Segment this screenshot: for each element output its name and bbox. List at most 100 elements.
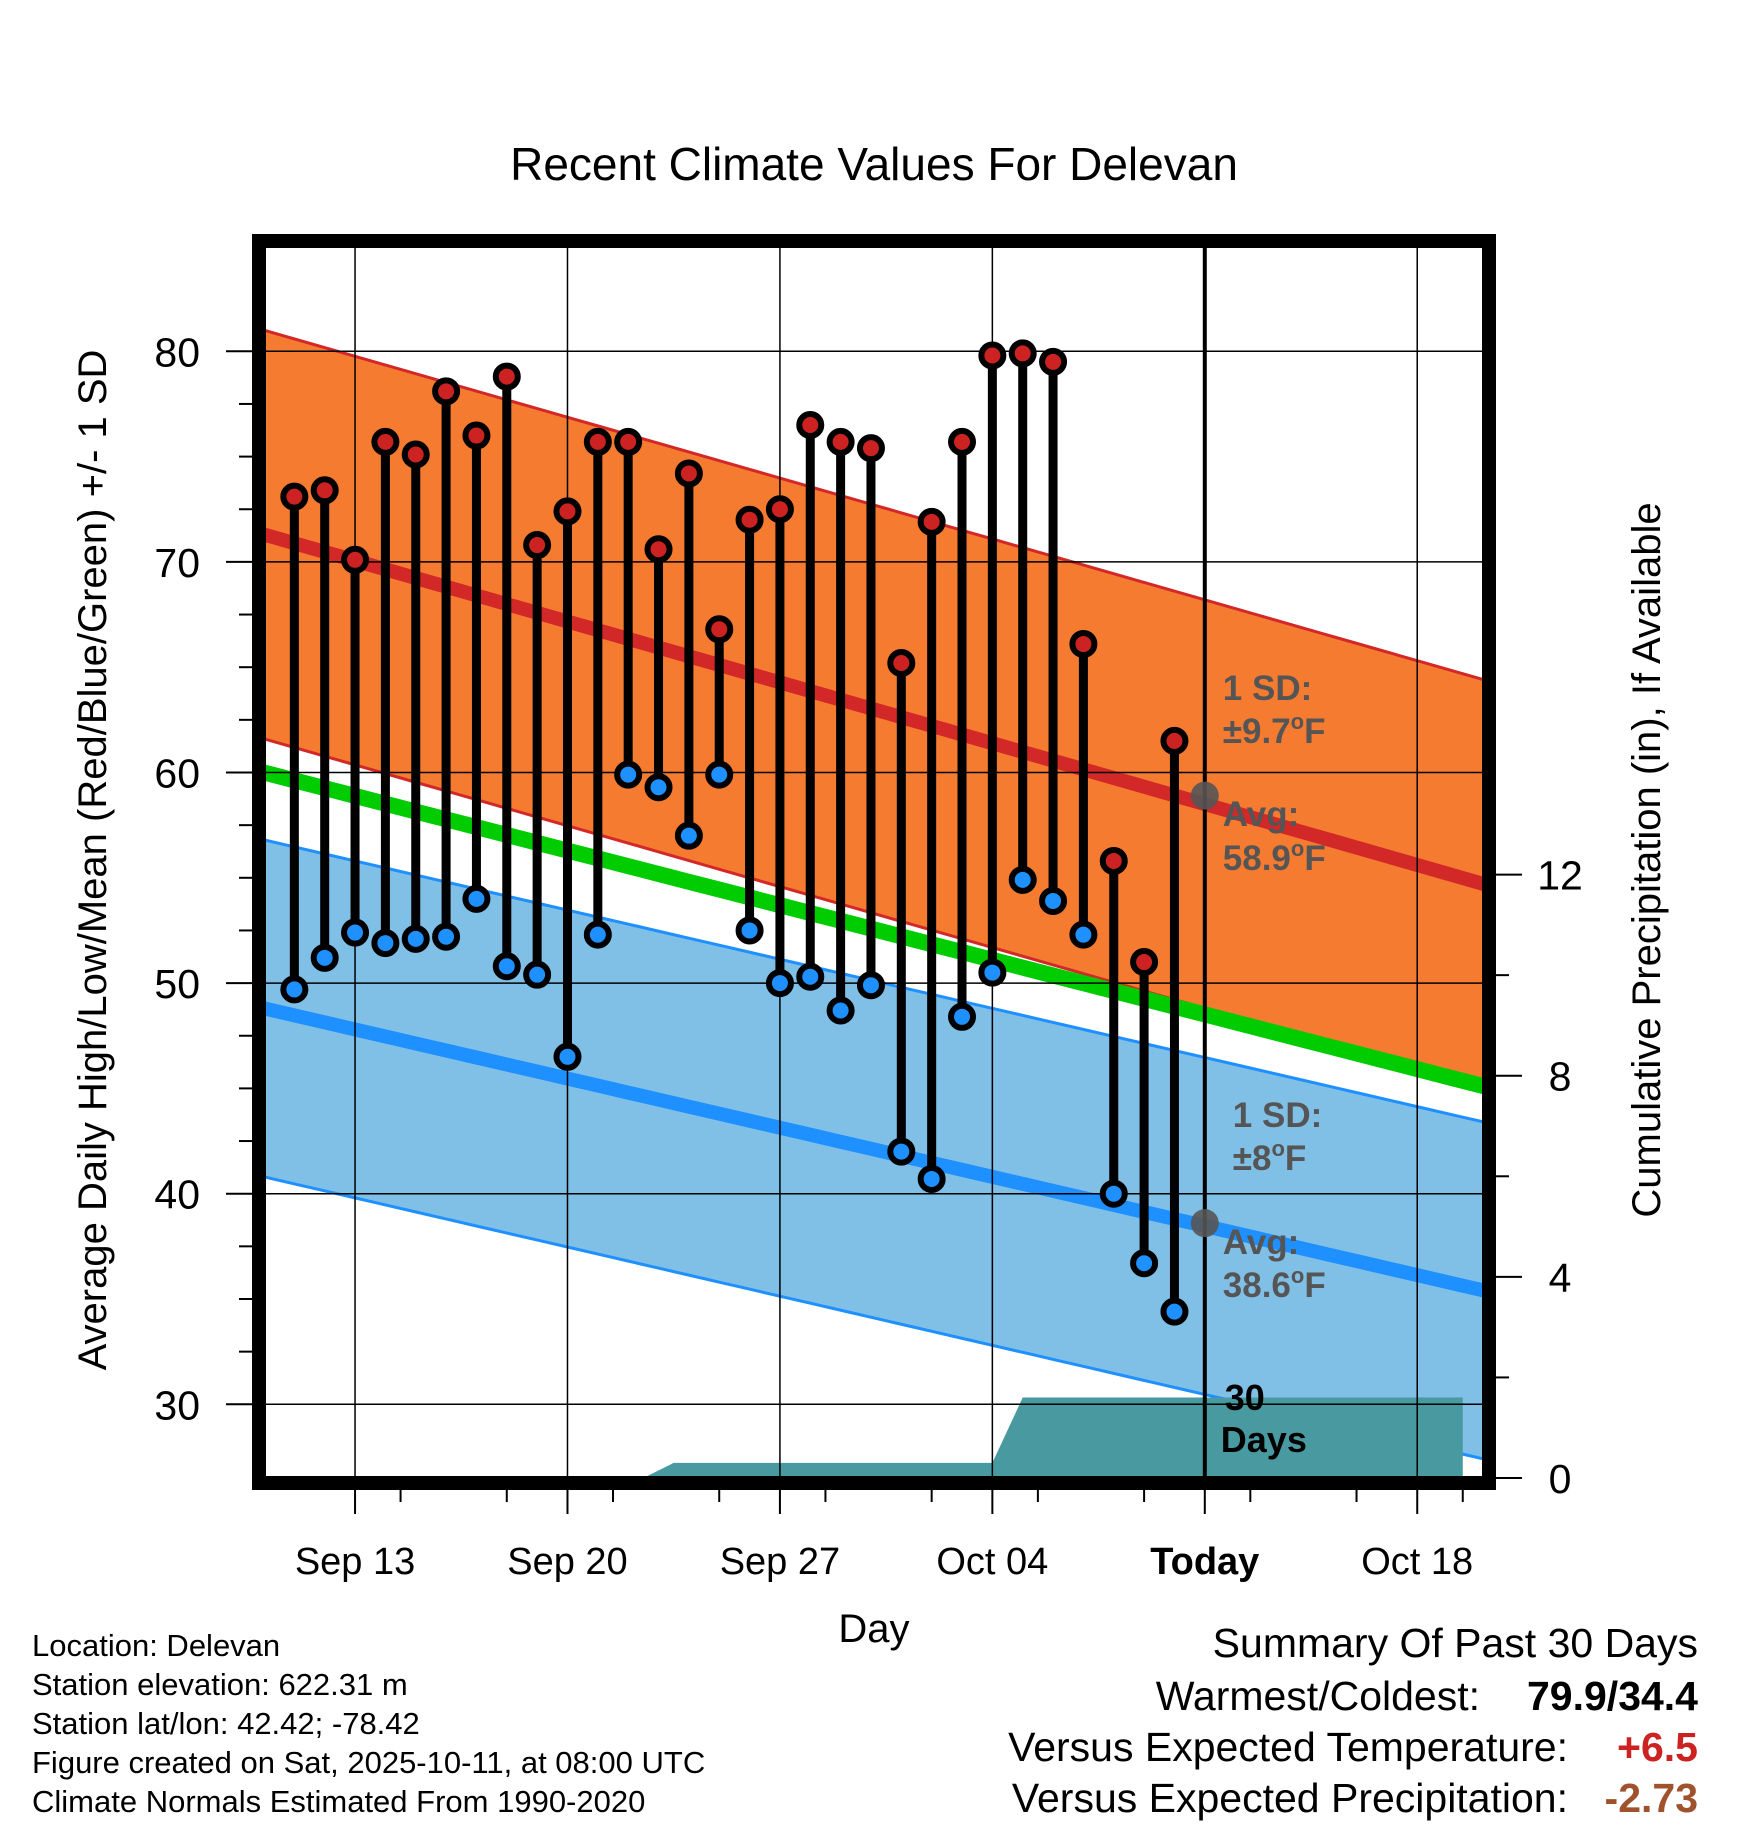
high-dot: [1069, 630, 1098, 659]
high-dot: [341, 545, 370, 574]
high-dot: [978, 341, 1007, 370]
footer-location: Location: Delevan: [32, 1628, 281, 1663]
high-dot: [492, 362, 521, 391]
low-dot: [1160, 1297, 1189, 1326]
chart-title: Recent Climate Values For Delevan: [510, 138, 1238, 190]
high-dot: [705, 615, 734, 644]
low-dot: [826, 996, 855, 1025]
low-dot: [735, 916, 764, 945]
summary-precip-value: -2.73: [1604, 1775, 1698, 1821]
high-dot: [674, 459, 703, 488]
low-dot: [1008, 865, 1037, 894]
y2-tick-label: 4: [1549, 1255, 1572, 1301]
high-dot: [1130, 948, 1159, 977]
high-sd-value: ±9.7oF: [1223, 709, 1326, 751]
summary-precip-label: Versus Expected Precipitation:: [1011, 1775, 1568, 1821]
y-tick-label: 50: [154, 961, 200, 1007]
y-tick-label: 70: [154, 540, 200, 586]
low-dot: [765, 969, 794, 998]
low-avg-label: Avg:: [1223, 1223, 1299, 1262]
high-dot: [765, 495, 794, 524]
low-dot: [644, 773, 673, 802]
y-tick-label: 80: [154, 329, 200, 375]
low-sd-value: ±8oF: [1233, 1136, 1307, 1178]
high-dot: [1008, 339, 1037, 368]
low-dot: [280, 975, 309, 1004]
summary-warm-cold-value: 79.9/34.4: [1527, 1673, 1698, 1719]
y2-tick-label: 0: [1549, 1456, 1572, 1502]
high-dot: [523, 531, 552, 560]
y2-axis-label: Cumulative Precipitation (in), If Availa…: [1625, 502, 1669, 1217]
high-dot: [887, 648, 916, 677]
high-dot: [1160, 726, 1189, 755]
low-dot: [401, 924, 430, 953]
low-dot: [796, 962, 825, 991]
high-dot: [401, 440, 430, 469]
high-dot: [856, 434, 885, 463]
x-tick-label: Oct 04: [936, 1541, 1048, 1583]
x-tick-label: Sep 13: [295, 1541, 415, 1583]
low-dot: [614, 760, 643, 789]
high-dot: [371, 427, 400, 456]
low-dot: [462, 884, 491, 913]
low-dot: [978, 958, 1007, 987]
high-dot: [583, 427, 612, 456]
high-dot: [796, 411, 825, 440]
low-dot: [1039, 886, 1068, 915]
low-dot: [705, 760, 734, 789]
summary-temp-label: Versus Expected Temperature:: [1008, 1724, 1568, 1770]
low-sd-label: 1 SD:: [1233, 1096, 1322, 1135]
low-dot: [523, 960, 552, 989]
plot-frame: [252, 234, 1496, 1490]
x-tick-label: Today: [1150, 1541, 1259, 1583]
x-axis-label: Day: [838, 1607, 909, 1651]
low-dot: [948, 1002, 977, 1031]
x-tick-label: Sep 20: [507, 1541, 627, 1583]
today-high-avg-marker: [1190, 781, 1219, 810]
y2-tick-label: 12: [1537, 853, 1583, 899]
window-label-number: 30: [1225, 1377, 1265, 1418]
high-sd-label: 1 SD:: [1223, 669, 1312, 708]
high-dot: [432, 377, 461, 406]
normal-low-line: [264, 1001, 1484, 1298]
low-dot: [553, 1042, 582, 1071]
high-dot: [614, 427, 643, 456]
high-dot: [735, 505, 764, 534]
low-dot: [371, 929, 400, 958]
high-dot: [917, 507, 946, 536]
low-dot: [887, 1137, 916, 1166]
summary-title: Summary Of Past 30 Days: [1212, 1620, 1698, 1666]
high-avg-value: 58.9oF: [1223, 836, 1326, 878]
high-dot: [1099, 846, 1128, 875]
footer-elevation: Station elevation: 622.31 m: [32, 1667, 408, 1702]
today-low-avg-marker: [1190, 1209, 1219, 1238]
high-avg-label: Avg:: [1223, 795, 1299, 834]
low-dot: [310, 943, 339, 972]
low-dot: [917, 1164, 946, 1193]
low-dot: [674, 821, 703, 850]
low-dot: [341, 918, 370, 947]
high-dot: [553, 497, 582, 526]
summary-temp-value: +6.5: [1617, 1724, 1698, 1770]
x-tick-label: Sep 27: [720, 1541, 840, 1583]
y-axis-label: Average Daily High/Low/Mean (Red/Blue/Gr…: [71, 350, 115, 1371]
low-dot: [856, 971, 885, 1000]
high-dot: [644, 535, 673, 564]
high-dot: [310, 476, 339, 505]
y-tick-label: 60: [154, 750, 200, 796]
footer-created: Figure created on Sat, 2025-10-11, at 08…: [32, 1745, 706, 1780]
y-tick-label: 40: [154, 1172, 200, 1218]
high-dot: [280, 482, 309, 511]
low-dot: [583, 920, 612, 949]
high-dot: [948, 427, 977, 456]
low-dot: [432, 922, 461, 951]
footer-latlon: Station lat/lon: 42.42; -78.42: [32, 1706, 420, 1741]
footer-normals: Climate Normals Estimated From 1990-2020: [32, 1784, 646, 1819]
low-dot: [1099, 1179, 1128, 1208]
x-tick-label: Oct 18: [1361, 1541, 1473, 1583]
precip-area: [643, 1397, 1463, 1478]
low-dot: [492, 952, 521, 981]
summary-warm-cold-label: Warmest/Coldest:: [1155, 1673, 1480, 1719]
y2-tick-label: 8: [1549, 1054, 1572, 1100]
